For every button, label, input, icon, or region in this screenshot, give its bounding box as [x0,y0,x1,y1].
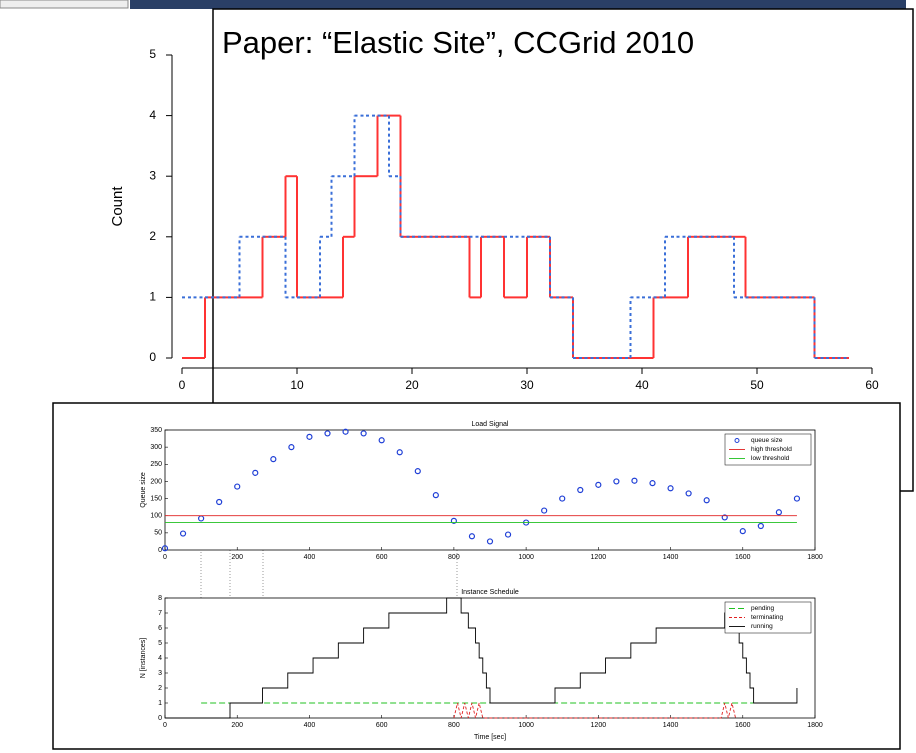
legend-label: terminating [751,614,784,621]
y-tick-label: 5 [149,47,156,61]
y-axis-label: N [instances] [140,638,147,679]
x-tick-label: 1600 [735,722,751,729]
slide: Paper: “Elastic Site”, CCGrid 2010 0 1 2 3 4… [0,0,916,753]
y-tick-label: 1 [158,700,162,707]
chart-load: Load Signal Queue size 0 50 100 150 200 250 300 3… [140,421,823,561]
x-tick-label: 800 [448,554,460,561]
x-tick-label: 0 [163,554,167,561]
y-axis-label: Count [109,186,126,227]
y-tick-label: 2 [158,685,162,692]
legend-label: pending [751,605,775,612]
x-tick-label: 60 [865,378,879,392]
x-tick-label: 200 [231,722,243,729]
x-tick-label: 1400 [663,554,679,561]
caption: Paper: “Elastic Site”, CCGrid 2010 [222,25,694,60]
x-tick-label: 1800 [807,722,823,729]
x-tick-label: 10 [290,378,304,392]
y-tick-label: 2 [149,229,156,243]
y-tick-label: 250 [150,461,162,468]
y-tick-label: 1 [149,290,156,304]
y-tick-label: 5 [158,640,162,647]
x-axis-label: Time [sec] [474,734,506,741]
x-tick-label: 200 [231,554,243,561]
x-tick-label: 400 [304,554,316,561]
x-tick-label: 1400 [663,722,679,729]
y-tick-label: 8 [158,595,162,602]
x-tick-label: 0 [179,378,186,392]
y-tick-label: 3 [158,670,162,677]
y-tick-label: 3 [149,168,156,182]
x-tick-label: 0 [163,722,167,729]
y-tick-label: 4 [149,108,156,122]
x-tick-label: 1200 [591,554,607,561]
x-tick-label: 1000 [518,722,534,729]
y-tick-label: 50 [154,530,162,537]
x-tick-label: 40 [635,378,649,392]
y-tick-label: 0 [158,547,162,554]
window-fragment [0,0,128,8]
y-tick-label: 7 [158,610,162,617]
chart-schedule: Instance Schedule N [instances] Time [sec]… [140,589,823,741]
x-tick-label: 1000 [518,554,534,561]
page: {"caption": "Paper: “Elastic Site”, CCGr… [0,0,916,753]
y-tick-label: 150 [150,495,162,502]
legend-label: queue size [751,437,783,444]
y-tick-label: 100 [150,513,162,520]
x-tick-label: 600 [376,722,388,729]
x-tick-label: 1600 [735,554,751,561]
x-tick-label: 800 [448,722,460,729]
legend-label: high threshold [751,446,792,453]
legend-label: low threshold [751,455,790,462]
background-image [130,0,906,9]
chart-title: Instance Schedule [461,589,519,596]
y-tick-label: 350 [150,427,162,434]
y-tick-label: 6 [158,625,162,632]
legend-label: running [751,623,773,630]
x-tick-label: 600 [376,554,388,561]
x-tick-label: 20 [405,378,419,392]
y-tick-label: 0 [158,715,162,722]
y-tick-label: 200 [150,478,162,485]
y-tick-label: 300 [150,444,162,451]
y-tick-label: 4 [158,655,162,662]
x-tick-label: 50 [750,378,764,392]
x-tick-label: 1800 [807,554,823,561]
y-tick-label: 0 [149,350,156,364]
x-tick-label: 30 [520,378,534,392]
plot-area [165,430,815,550]
x-tick-label: 400 [304,722,316,729]
chart-title: Load Signal [472,421,509,428]
x-tick-label: 1200 [591,722,607,729]
y-axis-label: Queue size [140,472,147,508]
